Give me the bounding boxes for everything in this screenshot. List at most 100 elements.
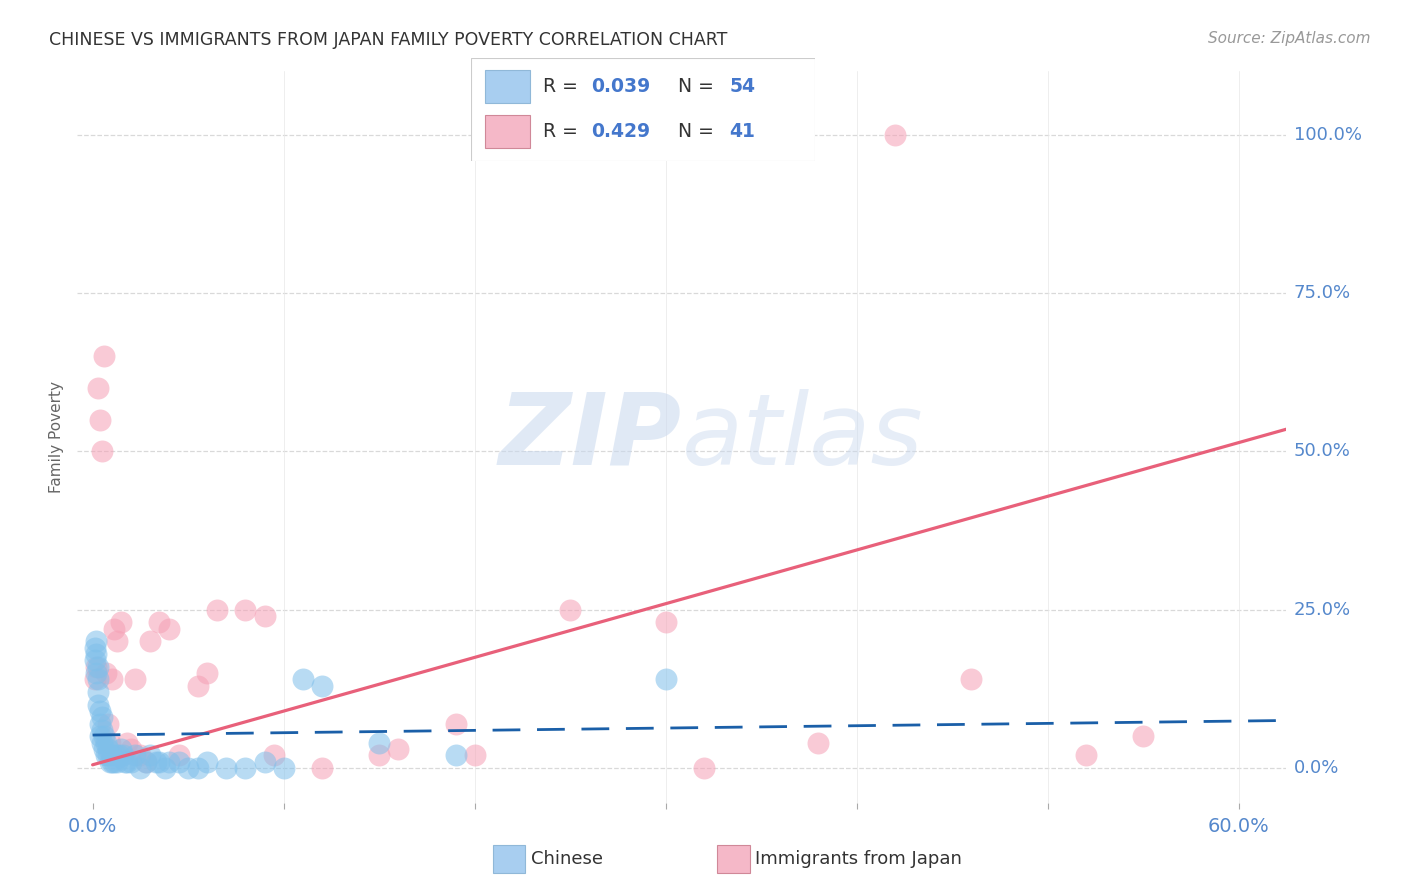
Point bbox=[124, 673, 146, 687]
Text: 0.0%: 0.0% bbox=[1294, 759, 1339, 777]
Point bbox=[215, 761, 238, 775]
Point bbox=[103, 622, 125, 636]
Point bbox=[263, 748, 285, 763]
Point bbox=[97, 742, 120, 756]
Point bbox=[86, 665, 108, 680]
Point bbox=[89, 704, 111, 718]
Point bbox=[120, 742, 142, 756]
Point bbox=[148, 615, 170, 630]
Point bbox=[86, 659, 108, 673]
Point bbox=[883, 128, 905, 142]
Point bbox=[139, 748, 162, 763]
Point bbox=[89, 412, 111, 426]
Point bbox=[368, 748, 391, 763]
Point bbox=[91, 444, 114, 458]
Point bbox=[135, 755, 157, 769]
Text: N =: N = bbox=[678, 122, 720, 141]
Point bbox=[94, 736, 117, 750]
Text: ZIP: ZIP bbox=[499, 389, 682, 485]
Bar bbox=[485, 115, 530, 148]
Point bbox=[107, 634, 129, 648]
Text: Immigrants from Japan: Immigrants from Japan bbox=[755, 849, 962, 868]
Point bbox=[107, 755, 129, 769]
Point bbox=[148, 755, 170, 769]
Point bbox=[654, 615, 676, 630]
Point bbox=[91, 710, 114, 724]
Point bbox=[114, 755, 136, 769]
Point bbox=[195, 755, 218, 769]
Point bbox=[235, 602, 257, 616]
Point bbox=[110, 615, 132, 630]
Point bbox=[87, 698, 110, 712]
Point bbox=[167, 748, 190, 763]
Text: N =: N = bbox=[678, 77, 720, 95]
Point bbox=[187, 761, 209, 775]
Point bbox=[115, 755, 138, 769]
Point bbox=[444, 748, 467, 763]
Text: 25.0%: 25.0% bbox=[1294, 600, 1351, 619]
Text: 50.0%: 50.0% bbox=[1294, 442, 1350, 460]
Point bbox=[87, 381, 110, 395]
Point bbox=[124, 748, 146, 763]
Point bbox=[157, 622, 180, 636]
Text: 41: 41 bbox=[730, 122, 755, 141]
Point bbox=[89, 729, 111, 743]
Point bbox=[104, 748, 127, 763]
Point bbox=[167, 755, 190, 769]
Point bbox=[387, 742, 409, 756]
Point bbox=[205, 602, 228, 616]
Point bbox=[89, 716, 111, 731]
Text: Source: ZipAtlas.com: Source: ZipAtlas.com bbox=[1208, 31, 1371, 46]
Point bbox=[83, 673, 105, 687]
Point bbox=[311, 761, 333, 775]
Point bbox=[83, 640, 105, 655]
Point bbox=[100, 748, 122, 763]
Text: R =: R = bbox=[543, 77, 585, 95]
Point bbox=[94, 748, 117, 763]
Point bbox=[103, 755, 125, 769]
Point bbox=[100, 755, 122, 769]
Point bbox=[97, 748, 120, 763]
Y-axis label: Family Poverty: Family Poverty bbox=[49, 381, 65, 493]
Point bbox=[187, 679, 209, 693]
Point bbox=[177, 761, 200, 775]
Point bbox=[87, 685, 110, 699]
Bar bbox=[485, 70, 530, 103]
Point bbox=[112, 748, 135, 763]
Point bbox=[195, 665, 218, 680]
Point bbox=[87, 673, 110, 687]
Point bbox=[368, 736, 391, 750]
Text: 100.0%: 100.0% bbox=[1294, 126, 1361, 144]
Point bbox=[145, 755, 167, 769]
Point bbox=[97, 716, 120, 731]
Point bbox=[98, 755, 121, 769]
Point bbox=[87, 659, 110, 673]
Point bbox=[100, 673, 122, 687]
Point bbox=[139, 634, 162, 648]
Point bbox=[1074, 748, 1097, 763]
Text: 54: 54 bbox=[730, 77, 755, 95]
Point bbox=[86, 634, 108, 648]
Point bbox=[153, 761, 176, 775]
Point bbox=[273, 761, 295, 775]
Point bbox=[120, 755, 142, 769]
Text: Chinese: Chinese bbox=[531, 849, 603, 868]
Point bbox=[110, 742, 132, 756]
Point bbox=[464, 748, 486, 763]
Point bbox=[157, 755, 180, 769]
Point bbox=[1132, 729, 1154, 743]
Text: atlas: atlas bbox=[682, 389, 924, 485]
Point bbox=[253, 609, 276, 624]
Point bbox=[129, 748, 152, 763]
Point bbox=[93, 742, 115, 756]
Point bbox=[93, 729, 115, 743]
Point bbox=[654, 673, 676, 687]
Point bbox=[129, 761, 152, 775]
Point bbox=[93, 349, 115, 363]
Text: 0.039: 0.039 bbox=[592, 77, 651, 95]
Point bbox=[444, 716, 467, 731]
Point bbox=[94, 665, 117, 680]
Point bbox=[135, 755, 157, 769]
Point bbox=[960, 673, 983, 687]
Point bbox=[235, 761, 257, 775]
